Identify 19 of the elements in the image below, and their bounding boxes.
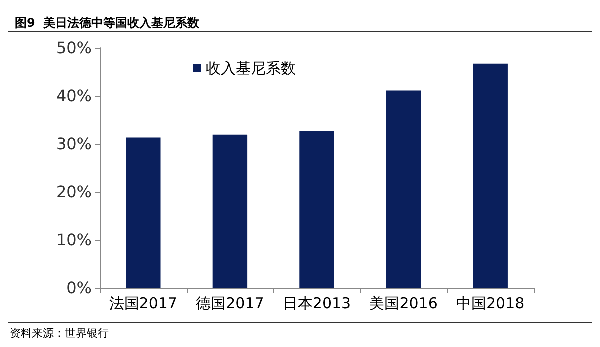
text: 资料来源：世界银行 bbox=[10, 327, 109, 340]
y-tick-label: 0% bbox=[66, 278, 92, 298]
x-tick-label: 法国2017 bbox=[109, 294, 178, 312]
legend-label: 收入基尼系数 bbox=[206, 60, 296, 78]
y-tick-label: 30% bbox=[56, 134, 92, 154]
bar bbox=[473, 64, 508, 288]
x-tick-label: 中国2018 bbox=[456, 294, 525, 312]
x-tick-label: 美国2016 bbox=[370, 294, 438, 312]
y-tick-label: 50% bbox=[56, 38, 92, 58]
x-tick-label: 日本2013 bbox=[282, 294, 352, 312]
bar bbox=[126, 138, 161, 288]
y-tick-label: 20% bbox=[56, 182, 92, 202]
y-tick-label: 40% bbox=[56, 86, 92, 106]
bar bbox=[212, 134, 248, 288]
bar bbox=[386, 90, 422, 288]
bar bbox=[300, 131, 334, 288]
x-tick-label: 德国2017 bbox=[196, 294, 264, 312]
chart-title: 图9 美日法德中等国收入基尼系数 bbox=[15, 16, 201, 30]
y-tick-label: 10% bbox=[56, 230, 92, 250]
